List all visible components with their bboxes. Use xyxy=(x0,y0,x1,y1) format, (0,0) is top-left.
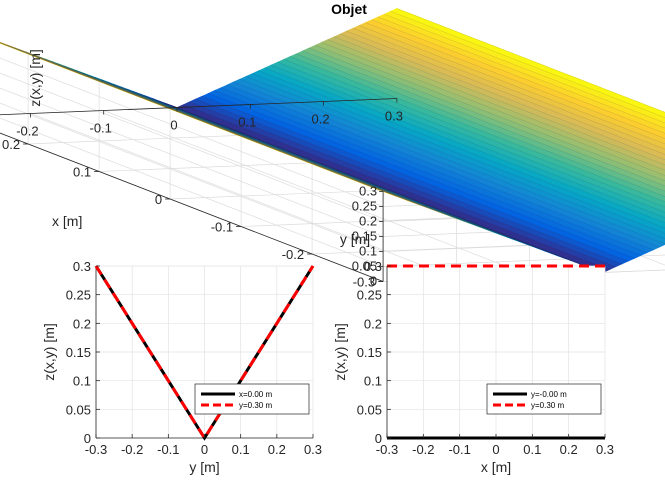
y-tick-label: 0.3 xyxy=(364,259,382,274)
y-tick-label: 0 xyxy=(170,118,177,133)
y-tick-label: -0.1 xyxy=(89,121,111,136)
grid-line xyxy=(0,57,384,207)
line-plot-2: -0.3 -0.2 -0.1 0 0.1 0.2 0.300.050.10.150.20.2… xyxy=(332,259,614,475)
x-axis-label: y [m] xyxy=(189,459,219,475)
x-tick-label: -0.1 xyxy=(448,442,470,457)
z-tick-label: 0 xyxy=(370,274,377,289)
grid-line xyxy=(0,72,384,222)
grid-line xyxy=(30,113,457,279)
surface-patch xyxy=(660,235,665,239)
x-tick-label: 0.2 xyxy=(268,442,286,457)
grid-line xyxy=(0,87,384,237)
y-tick-label: 0.1 xyxy=(238,115,256,130)
z-tick-label: 0.3 xyxy=(359,184,377,199)
surface-plot: -0.3-0.2-0.100.10.20.3-0.3-0.2-0.100.10.… xyxy=(0,1,665,290)
x-tick-label: 0.1 xyxy=(73,165,91,180)
legend-entry: y=0.30 m xyxy=(531,401,564,410)
x-tick-label: -0.1 xyxy=(157,442,179,457)
x-tick-label: 0 xyxy=(155,192,162,207)
x-tick-label: 0 xyxy=(201,442,208,457)
x-axis-label: x [m] xyxy=(481,459,511,475)
y-tick-label: 0 xyxy=(375,431,382,446)
y-axis-label: y [m] xyxy=(340,231,370,247)
y-tick-label: 0 xyxy=(84,431,91,446)
y-tick-label: 0.1 xyxy=(73,374,91,389)
legend-entry: x=0.00 m xyxy=(239,390,272,399)
line-plot-1: -0.3 -0.2 -0.1 0 0.1 0.2 0.300.050.10.150.20.2… xyxy=(41,259,322,475)
x-tick-label: 0.2 xyxy=(560,442,578,457)
y-tick-label: 0.25 xyxy=(66,288,91,303)
x-tick-label: 0.1 xyxy=(232,442,250,457)
x-tick-label: 0.1 xyxy=(523,442,541,457)
y-tick-label: 0.3 xyxy=(73,259,91,274)
x-tick-label: 0.3 xyxy=(304,442,322,457)
y-tick-label: 0.2 xyxy=(364,316,382,331)
y-axis-label: z(x,y) [m] xyxy=(41,323,57,381)
surface-mesh xyxy=(0,8,665,273)
x-tick-label: -0.2 xyxy=(282,247,304,262)
y-axis-label: z(x,y) [m] xyxy=(332,323,348,381)
y-tick-label: 0.05 xyxy=(357,402,382,417)
y-tick-label: 0.1 xyxy=(364,374,382,389)
y-tick-label: 0.05 xyxy=(66,402,91,417)
y-tick-label: 0.2 xyxy=(312,112,330,127)
x-axis-label: x [m] xyxy=(52,213,82,229)
legend-entry: y=0.30 m xyxy=(239,401,272,410)
z-tick-label: 0.25 xyxy=(352,199,377,214)
x-tick-label: -0.1 xyxy=(211,220,233,235)
grid-line xyxy=(0,117,384,267)
y-tick-label: 0.15 xyxy=(66,345,91,360)
y-tick-label: 0.3 xyxy=(385,109,403,124)
legend-entry: y=-0.00 m xyxy=(531,390,567,399)
x-tick-label: 0 xyxy=(492,442,499,457)
x-tick-label: 0.2 xyxy=(2,137,20,152)
z-axis-label: z(x,y) [m] xyxy=(27,49,43,107)
grid-line xyxy=(0,102,384,252)
y-tick-label: -0.2 xyxy=(16,124,38,139)
x-tick-label: -0.2 xyxy=(412,442,434,457)
grid-line xyxy=(103,110,530,276)
x-tick-label: -0.2 xyxy=(121,442,143,457)
chart-title: Objet xyxy=(331,1,367,17)
y-tick-label: 0.15 xyxy=(357,345,382,360)
y-tick-label: 0.25 xyxy=(357,288,382,303)
x-tick-label: 0.3 xyxy=(596,442,614,457)
y-tick-label: 0.2 xyxy=(73,316,91,331)
z-tick-label: 0.2 xyxy=(359,214,377,229)
